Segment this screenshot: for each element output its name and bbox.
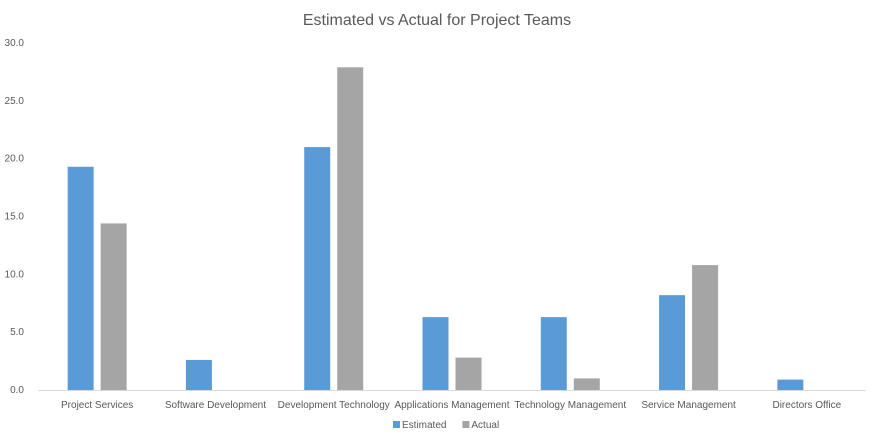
y-tick-label: 5.0 [10, 327, 24, 338]
legend-label-actual: Actual [471, 420, 499, 431]
y-tick-label: 30.0 [5, 38, 25, 49]
y-tick-label: 10.0 [5, 269, 25, 280]
bar-actual-2 [337, 67, 364, 390]
x-category-label: Applications Management [394, 400, 509, 411]
bar-actual-0 [100, 223, 127, 390]
x-category-label: Development Technology [278, 400, 390, 411]
y-tick-label: 15.0 [5, 212, 25, 223]
bar-estimated-0 [67, 166, 94, 390]
x-category-label: Software Development [165, 400, 266, 411]
y-tick-label: 20.0 [5, 154, 25, 165]
bar-estimated-2 [304, 147, 331, 390]
bar-estimated-6 [777, 379, 804, 390]
bar-estimated-3 [422, 317, 449, 390]
chart-title: Estimated vs Actual for Project Teams [303, 12, 571, 29]
x-category-label: Service Management [641, 400, 736, 411]
legend: Estimated Actual [393, 420, 499, 431]
y-tick-label: 25.0 [5, 96, 25, 107]
legend-swatch-actual [462, 421, 470, 428]
bar-estimated-1 [185, 359, 212, 390]
legend-swatch-estimated [393, 421, 400, 428]
x-axis: Project Services Software Development Deve… [61, 400, 842, 411]
y-axis: 0.0 5.0 10.0 15.0 20.0 25.0 30.0 [5, 38, 866, 396]
x-category-label: Directors Office [772, 400, 841, 411]
bar-actual-3 [455, 357, 482, 390]
legend-label-estimated: Estimated [402, 420, 446, 431]
bar-estimated-4 [540, 317, 567, 390]
x-category-label: Technology Management [514, 400, 626, 411]
bars [67, 67, 804, 390]
x-category-label: Project Services [61, 400, 133, 411]
bar-actual-5 [692, 265, 719, 390]
bar-actual-4 [573, 378, 600, 390]
y-tick-label: 0.0 [10, 385, 24, 396]
bar-estimated-5 [659, 295, 686, 390]
